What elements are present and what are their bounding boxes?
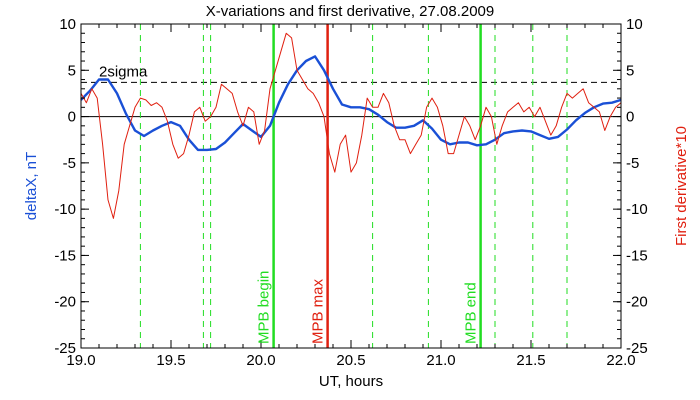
y-tick-label-right: -10 [626, 201, 648, 218]
y-axis-title-left: deltaX, nT [23, 152, 40, 220]
y-tick-label-right: 10 [626, 16, 643, 33]
mpb-begin-label: MPB begin [256, 271, 273, 344]
deltax-series-line [80, 55, 622, 152]
y-tick-label-left: 0 [68, 109, 76, 126]
y-tick-label-left: -10 [54, 201, 76, 218]
y-tick-label-left: -20 [54, 294, 76, 311]
mpb-max-label: MPB max [310, 278, 327, 344]
y-tick-label-left: -25 [54, 340, 76, 357]
y-tick-label-right: -15 [626, 247, 648, 264]
y-tick-label-right: 5 [626, 62, 634, 79]
x-tick-label: 21.5 [516, 352, 545, 369]
y-tick-label-right: -25 [626, 340, 648, 357]
marker-layer [81, 24, 621, 348]
series-layer [80, 32, 622, 219]
y-tick-label-left: 10 [59, 16, 76, 33]
y-tick-label-right: 0 [626, 109, 634, 126]
y-tick-label-left: 5 [68, 62, 76, 79]
sigma-label: 2sigma [99, 63, 148, 80]
x-tick-label: 19.5 [156, 352, 185, 369]
plot-frame [80, 23, 622, 349]
y-axis-title-right: First derivative*10 [673, 126, 690, 246]
y-tick-label-right: -20 [626, 294, 648, 311]
mpb-end-label: MPB end [463, 282, 480, 344]
y-tick-label-left: -5 [63, 155, 76, 172]
chart-title: X-variations and first derivative, 27.08… [206, 3, 495, 20]
y-tick-label-right: -5 [626, 155, 639, 172]
x-tick-label: 20.5 [336, 352, 365, 369]
tick-layer: 19.0 19.5 20.0 20.5 21.0 21.5 22.0 10 10 5 5 0 0 -5 -5… [54, 16, 647, 369]
x-tick-label: 19.0 [66, 352, 95, 369]
x-axis-title: UT, hours [319, 373, 383, 390]
x-tick-label: 20.0 [246, 352, 275, 369]
y-tick-label-left: -15 [54, 247, 76, 264]
derivative-series-line [80, 32, 622, 219]
x-tick-label: 21.0 [426, 352, 455, 369]
x-tick-label: 22.0 [606, 352, 635, 369]
